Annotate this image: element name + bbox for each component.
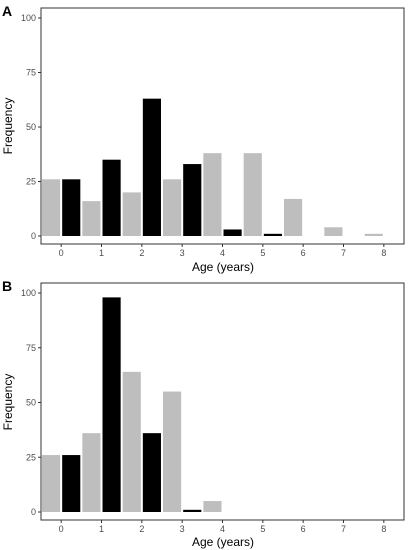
panel-b-x-tick-label-7: 7 — [341, 524, 346, 534]
panel-a-x-tick-label-5: 5 — [260, 248, 265, 258]
panel-a-bar-light-5 — [243, 153, 262, 236]
panel-b-x-tick-label-5: 5 — [260, 524, 265, 534]
panel-a-x-tick-label-3: 3 — [180, 248, 185, 258]
panel-a-bar-dark-1 — [102, 159, 121, 236]
panel-b-bar-light-1 — [82, 433, 101, 512]
panel-a-bar-light-3 — [163, 179, 182, 236]
panel-b-y-tick-label-75: 75 — [26, 343, 36, 353]
panel-b-bar-light-4 — [203, 501, 222, 512]
panel-a-bar-light-8 — [364, 233, 383, 236]
panel-b-bar-light-3 — [163, 391, 182, 512]
panel-b-x-tick-label-0: 0 — [59, 524, 64, 534]
panel-b-x-tick-label-2: 2 — [139, 524, 144, 534]
panel-b-bar-light-2 — [122, 371, 141, 512]
panel-a-y-axis-title: Frequency — [1, 98, 15, 155]
panel-a-bar-dark-3 — [183, 164, 202, 236]
panel-a-bar-light-0 — [42, 179, 61, 236]
panel-a-bar-light-6 — [284, 198, 303, 236]
panel-b-x-tick-label-3: 3 — [180, 524, 185, 534]
panel-b-x-tick-label-6: 6 — [301, 524, 306, 534]
panel-a-y-tick-label-75: 75 — [26, 68, 36, 78]
panel-a: A Frequency Age (years) 0 25 50 75 100 0 1 2 3 4 5… — [1, 3, 405, 274]
panel-b-y-tick-label-100: 100 — [21, 288, 36, 298]
panel-a-y-tick-label-100: 100 — [21, 13, 36, 23]
panel-b-plot: 0 25 50 75 100 0 1 2 3 4 5 6 7 8 — [21, 282, 405, 534]
panel-a-x-tick-label-8: 8 — [381, 248, 386, 258]
panel-b-y-tick-label-25: 25 — [26, 452, 36, 462]
panel-a-x-tick-label-7: 7 — [341, 248, 346, 258]
panel-b-x-tick-label-8: 8 — [381, 524, 386, 534]
panel-a-x-tick-label-2: 2 — [139, 248, 144, 258]
panel-b-bar-dark-1 — [102, 297, 121, 512]
panel-b-bar-dark-3 — [183, 509, 202, 512]
panel-b-y-tick-label-0: 0 — [31, 507, 36, 517]
panel-a-bar-dark-0 — [62, 179, 81, 236]
panel-a-x-tick-label-6: 6 — [301, 248, 306, 258]
panel-a-plot: 0 25 50 75 100 0 1 2 3 4 5 6 7 8 — [21, 7, 405, 258]
panel-a-x-tick-label-4: 4 — [220, 248, 225, 258]
panel-a-bar-dark-2 — [142, 98, 161, 236]
panel-b-bar-dark-2 — [142, 433, 161, 512]
panel-b-bar-dark-0 — [62, 455, 81, 512]
panel-a-bar-light-4 — [203, 153, 222, 236]
panel-a-bar-dark-5 — [263, 233, 282, 236]
panel-a-bar-light-7 — [324, 227, 343, 236]
panel-a-y-tick-label-0: 0 — [31, 231, 36, 241]
panel-b-y-axis-title: Frequency — [1, 374, 15, 431]
panel-b-x-tick-label-4: 4 — [220, 524, 225, 534]
panel-a-x-tick-label-0: 0 — [59, 248, 64, 258]
panel-a-label: A — [2, 3, 12, 19]
panel-a-bar-dark-4 — [223, 229, 242, 236]
panel-b-label: B — [2, 278, 12, 294]
panel-a-bar-light-2 — [122, 192, 141, 236]
panel-a-x-axis-title: Age (years) — [192, 260, 254, 274]
panel-b-x-tick-label-1: 1 — [99, 524, 104, 534]
panel-b-x-axis-title: Age (years) — [192, 535, 254, 549]
panel-a-x-tick-label-1: 1 — [99, 248, 104, 258]
panel-a-y-tick-label-50: 50 — [26, 122, 36, 132]
panel-a-bar-light-1 — [82, 201, 101, 236]
panel-b: B Frequency Age (years) 0 25 50 75 100 0 1 2 3 4 5… — [1, 278, 405, 549]
panel-b-y-tick-label-50: 50 — [26, 398, 36, 408]
panel-b-bar-light-0 — [42, 455, 61, 512]
panel-a-y-tick-label-25: 25 — [26, 177, 36, 187]
